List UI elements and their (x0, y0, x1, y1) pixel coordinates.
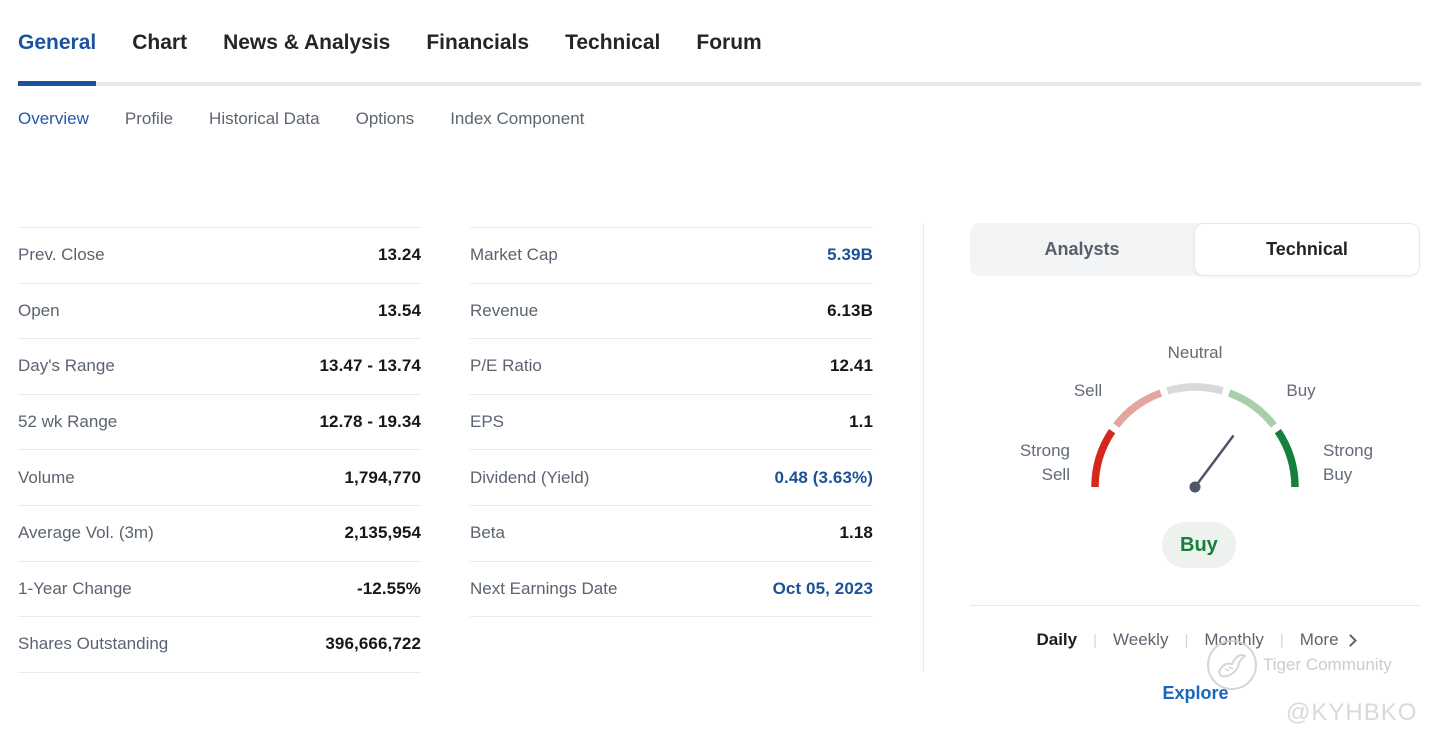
table-row: EPS 1.1 (470, 395, 873, 451)
stat-label: Dividend (Yield) (470, 467, 590, 487)
table-row: 1-Year Change -12.55% (18, 562, 421, 618)
gauge-label-neutral: Neutral (1167, 343, 1223, 362)
gauge-segment-neutral (1166, 383, 1224, 395)
tab-technical[interactable]: Technical (565, 31, 661, 54)
period-weekly[interactable]: Weekly (1113, 630, 1169, 649)
vertical-divider (923, 223, 924, 672)
stat-value: -12.55% (356, 578, 421, 598)
stat-value: 1,794,770 (344, 467, 421, 487)
next-earnings-date-link[interactable]: Oct 05, 2023 (772, 578, 873, 598)
table-row: 52 wk Range 12.78 - 19.34 (18, 395, 421, 451)
tab-general[interactable]: General (18, 31, 97, 86)
explore-link[interactable]: Explore (1162, 683, 1229, 703)
tab-technical-panel[interactable]: Technical (1194, 223, 1420, 276)
period-selector: Daily | Weekly | Monthly | More (970, 630, 1421, 650)
stat-label: EPS (470, 412, 505, 432)
table-row: P/E Ratio 12.41 (470, 339, 873, 395)
tab-news-analysis[interactable]: News & Analysis (223, 31, 391, 54)
separator: | (1093, 631, 1098, 649)
stat-label: Volume (18, 467, 75, 487)
subtab-index-component[interactable]: Index Component (450, 109, 585, 128)
gauge-label-strong-sell: Strong Sell (1019, 441, 1070, 484)
stat-value: 13.24 (377, 245, 421, 265)
separator: | (1184, 631, 1189, 649)
stat-value: 13.54 (377, 300, 421, 320)
panel-tab-control: Analysts Technical (970, 223, 1420, 276)
table-row: Open 13.54 (18, 284, 421, 340)
stat-label: 1-Year Change (18, 578, 132, 598)
analysis-panel: Analysts Technical Neutral Sell Buy Stro… (970, 0, 1421, 746)
tab-financials[interactable]: Financials (426, 31, 530, 54)
period-daily[interactable]: Daily (1036, 630, 1078, 649)
gauge-segment-strong-sell (1091, 429, 1116, 488)
subtab-profile[interactable]: Profile (124, 109, 174, 128)
dividend-yield-link[interactable]: 0.48 (3.63%) (774, 467, 873, 487)
sub-nav: Overview Profile Historical Data Options… (18, 108, 584, 129)
gauge-segment-strong-buy (1274, 429, 1299, 488)
gauge-label-buy: Buy (1286, 381, 1316, 400)
gauge-label-sell: Sell (1073, 381, 1103, 400)
main-nav: General Chart News & Analysis Financials… (18, 0, 1421, 86)
stat-label: Next Earnings Date (470, 578, 618, 598)
stats-column-1: Prev. Close 13.24 Open 13.54 Day's Range… (18, 227, 421, 673)
gauge-needle-pivot (1189, 481, 1201, 493)
stat-label: Day's Range (18, 356, 115, 376)
gauge-needle (1193, 434, 1235, 488)
table-row: Volume 1,794,770 (18, 450, 421, 506)
verdict-badge[interactable]: Buy (1162, 522, 1236, 568)
tiger-logo-watermark (1207, 640, 1257, 690)
stat-value: 6.13B (827, 300, 873, 320)
stat-value: 12.78 - 19.34 (319, 412, 421, 432)
table-row: Market Cap 5.39B (470, 228, 873, 284)
stat-label: Shares Outstanding (18, 634, 169, 654)
table-row: Average Vol. (3m) 2,135,954 (18, 506, 421, 562)
subtab-historical-data[interactable]: Historical Data (209, 109, 320, 128)
stat-value: 1.18 (839, 523, 873, 543)
stat-label: Beta (470, 523, 505, 543)
stats-column-2: Market Cap 5.39B Revenue 6.13B P/E Ratio… (470, 227, 873, 618)
stat-label: 52 wk Range (18, 412, 118, 432)
stat-value: 12.41 (829, 356, 873, 376)
period-more-label: More (1299, 630, 1339, 649)
stat-label: Average Vol. (3m) (18, 523, 154, 543)
tab-forum[interactable]: Forum (696, 31, 762, 54)
gauge-arc (1091, 383, 1299, 493)
gauge-segment-sell (1113, 389, 1163, 428)
table-row: Day's Range 13.47 - 13.74 (18, 339, 421, 395)
table-row: Dividend (Yield) 0.48 (3.63%) (470, 450, 873, 506)
stat-value: 1.1 (849, 412, 873, 432)
stat-label: P/E Ratio (470, 356, 542, 376)
watermark-brand: Tiger Community (1263, 655, 1392, 674)
subtab-options[interactable]: Options (355, 109, 415, 128)
stat-label: Market Cap (470, 245, 558, 265)
chevron-right-icon (1343, 634, 1357, 647)
gauge-label-strong-buy: Strong Buy (1323, 441, 1374, 484)
gauge-segment-buy (1227, 389, 1277, 428)
panel-divider (970, 605, 1421, 606)
separator: | (1279, 631, 1284, 649)
stat-value: 2,135,954 (344, 523, 421, 543)
stat-label: Revenue (470, 300, 539, 320)
stat-label: Prev. Close (18, 245, 105, 265)
table-row: Prev. Close 13.24 (18, 228, 421, 284)
period-more[interactable]: More (1299, 630, 1357, 650)
stat-value: 13.47 - 13.74 (319, 356, 421, 376)
sentiment-gauge: Neutral Sell Buy Strong Sell Strong Buy (970, 340, 1420, 510)
tab-chart[interactable]: Chart (132, 31, 188, 54)
table-row: Shares Outstanding 396,666,722 (18, 617, 421, 673)
subtab-overview[interactable]: Overview (18, 109, 89, 128)
tab-analysts[interactable]: Analysts (1044, 239, 1120, 259)
market-cap-link[interactable]: 5.39B (827, 245, 873, 265)
table-row: Revenue 6.13B (470, 284, 873, 340)
stat-value: 396,666,722 (325, 634, 421, 654)
watermark-username: @KYHBKO (1286, 699, 1418, 726)
table-row: Beta 1.18 (470, 506, 873, 562)
table-row: Next Earnings Date Oct 05, 2023 (470, 562, 873, 618)
stat-label: Open (18, 300, 60, 320)
